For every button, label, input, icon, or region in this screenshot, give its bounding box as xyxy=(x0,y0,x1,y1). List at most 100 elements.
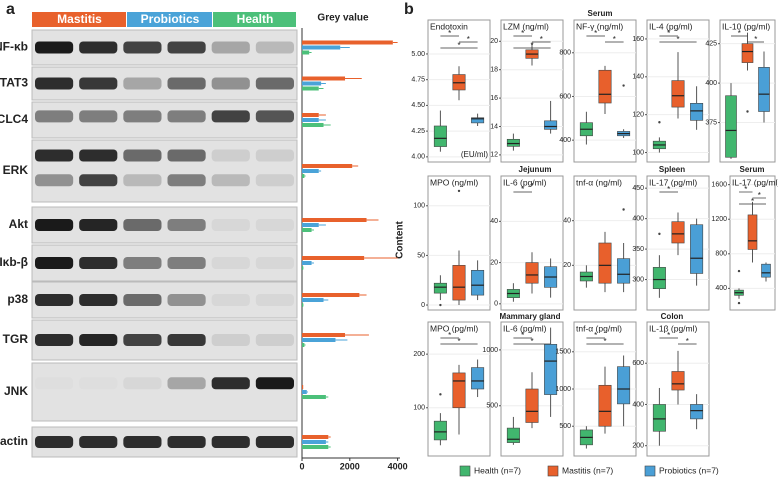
blot-band xyxy=(255,110,294,123)
legend-swatch xyxy=(459,465,471,477)
significance-label: * xyxy=(667,185,670,194)
panel-title: IL-17 (pg/ml) xyxy=(732,177,778,187)
blot-band xyxy=(79,174,118,187)
significance-label: * xyxy=(667,29,670,38)
group-header xyxy=(127,12,212,27)
box xyxy=(671,80,685,108)
significance-label: * xyxy=(530,337,533,346)
outlier xyxy=(658,121,661,124)
blot xyxy=(31,362,298,422)
panel-title: IL-6 (pg/ml) xyxy=(503,177,547,187)
outlier xyxy=(439,303,442,307)
significance-label: * xyxy=(738,29,741,38)
y-tick-label: 600 xyxy=(559,93,571,100)
panel-title: NF-γ (ng/ml) xyxy=(576,21,623,31)
y-tick-label: 350 xyxy=(632,246,644,253)
bar xyxy=(302,293,360,297)
panel-title: MPO (pg/ml) xyxy=(430,323,478,333)
blot-band xyxy=(211,174,250,187)
blot-band xyxy=(255,219,294,231)
outlier xyxy=(457,189,461,193)
y-tick-label: 425 xyxy=(705,41,717,48)
bar xyxy=(302,164,353,168)
box xyxy=(690,404,704,420)
section-title: Mammary gland xyxy=(500,312,561,321)
bar xyxy=(302,123,324,127)
bar xyxy=(302,86,319,91)
blot-band xyxy=(211,294,250,306)
y-tick-label: 800 xyxy=(715,251,727,258)
blot-band xyxy=(211,436,250,448)
significance-label: * xyxy=(754,35,757,44)
blot-band xyxy=(79,377,117,389)
box xyxy=(652,267,666,289)
box xyxy=(747,214,758,250)
blot xyxy=(31,29,298,66)
blot xyxy=(31,426,298,458)
box xyxy=(433,282,447,294)
y-tick-label: 450 xyxy=(632,185,644,192)
y-tick-label: 400 xyxy=(705,80,717,87)
y-tick-label: 1000 xyxy=(482,347,498,354)
blot-band xyxy=(35,377,73,389)
y-tick-label: 1200 xyxy=(711,216,727,223)
box xyxy=(598,69,612,104)
panel-title: Endotoxin xyxy=(430,21,468,31)
bar xyxy=(302,390,307,394)
bar xyxy=(302,266,304,270)
y-tick-label: 12 xyxy=(490,152,498,159)
bar xyxy=(302,81,322,86)
y-tick-label: 400 xyxy=(559,137,571,144)
bar xyxy=(302,445,329,449)
y-tick-label: 18 xyxy=(490,67,498,74)
blot-band xyxy=(79,149,118,162)
box xyxy=(671,371,685,391)
y-tick-label: 375 xyxy=(705,119,717,126)
bar xyxy=(302,256,365,260)
section-title: Colon xyxy=(661,312,684,321)
y-tick-label: 160 xyxy=(632,36,644,43)
y-tick-label: 16 xyxy=(490,95,498,102)
significance-label: * xyxy=(457,41,460,50)
blot-band xyxy=(211,257,250,269)
box xyxy=(741,43,754,63)
blot-band xyxy=(123,149,162,162)
significance-label: * xyxy=(744,185,747,194)
box xyxy=(471,117,485,124)
blot-band xyxy=(255,436,294,448)
blot-band xyxy=(79,334,118,346)
blot-band xyxy=(255,77,294,90)
significance-label: * xyxy=(521,331,524,340)
panel-title: tnf-α (pg/ml) xyxy=(576,323,622,333)
y-tick-label: 100 xyxy=(413,405,425,412)
bar xyxy=(302,395,326,399)
box xyxy=(598,242,612,284)
panel-title: IL-1β (pg/ml) xyxy=(649,323,698,333)
x-tick-label: 2000 xyxy=(340,461,360,471)
box xyxy=(690,103,704,121)
significance-label: * xyxy=(594,29,597,38)
blot-band xyxy=(123,41,162,54)
bar xyxy=(302,169,319,173)
blot-band xyxy=(167,377,206,390)
box xyxy=(758,67,770,112)
y-tick-label: 200 xyxy=(632,443,644,450)
blot-band xyxy=(79,110,118,123)
group-header xyxy=(32,12,126,27)
blot xyxy=(31,206,298,244)
box xyxy=(433,125,447,147)
group-header-label: Mastitis xyxy=(57,12,102,26)
legend-label: Mastitis (n=7) xyxy=(562,465,613,475)
protein-label: β-actin xyxy=(0,434,28,448)
outlier xyxy=(658,232,661,236)
blot-band xyxy=(35,436,74,448)
significance-label: * xyxy=(594,331,597,340)
bar xyxy=(302,333,346,337)
box xyxy=(452,372,466,409)
blot-band xyxy=(35,77,74,90)
panel-title: LZM (ng/ml) xyxy=(503,21,549,31)
panel-title: IL-6 (pg/ml) xyxy=(503,323,547,333)
section-title: Spleen xyxy=(659,165,685,174)
y-axis-label: Content xyxy=(395,220,406,258)
blot-band xyxy=(123,334,162,346)
